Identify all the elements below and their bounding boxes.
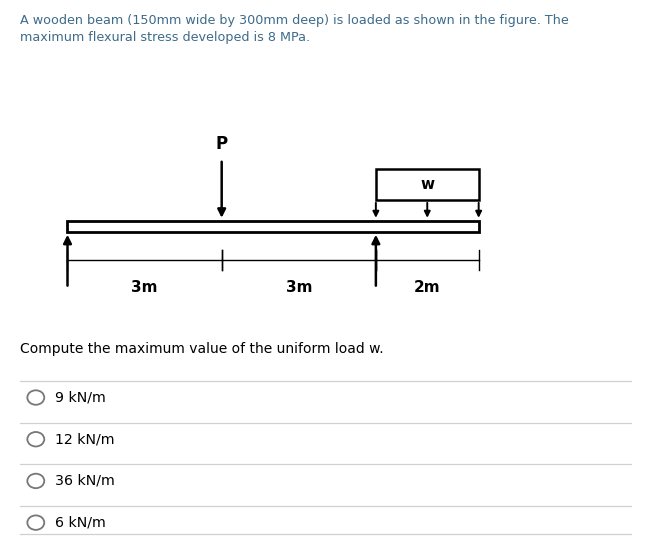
Bar (68, 221, 478, 232)
Text: 9 kN/m: 9 kN/m (55, 390, 106, 405)
Bar (376, 169, 478, 200)
Text: 2m: 2m (414, 280, 441, 295)
Text: 12 kN/m: 12 kN/m (55, 432, 115, 446)
Text: maximum flexural stress developed is 8 MPa.: maximum flexural stress developed is 8 M… (20, 31, 310, 43)
Text: P: P (215, 135, 228, 153)
Text: Compute the maximum value of the uniform load w.: Compute the maximum value of the uniform… (20, 342, 383, 356)
Text: w: w (420, 177, 434, 192)
Text: 3m: 3m (286, 280, 312, 295)
Text: 6 kN/m: 6 kN/m (55, 515, 106, 530)
Text: 3m: 3m (132, 280, 158, 295)
Text: 36 kN/m: 36 kN/m (55, 474, 115, 488)
Text: A wooden beam (150mm wide by 300mm deep) is loaded as shown in the figure. The: A wooden beam (150mm wide by 300mm deep)… (20, 14, 568, 27)
